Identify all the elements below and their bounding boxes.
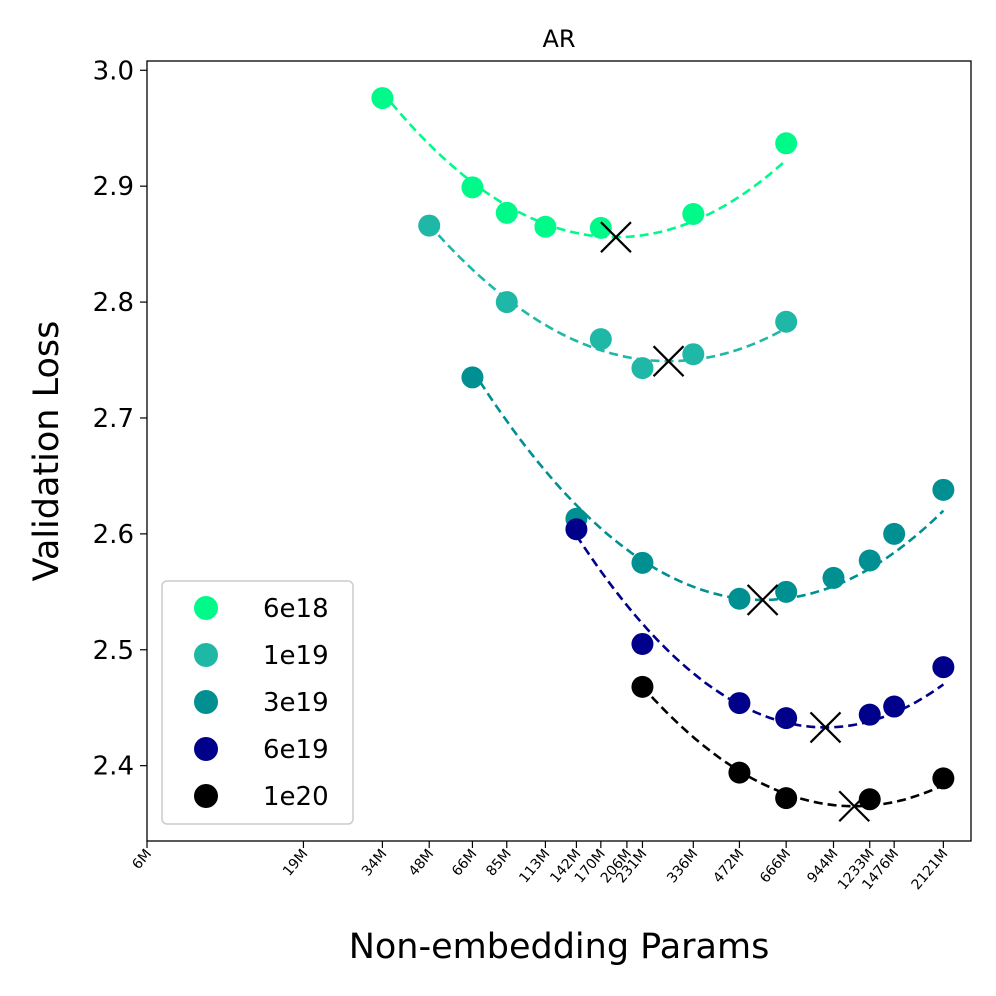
optimum-marker-3e19: [746, 584, 779, 616]
data-point-1e20: [858, 788, 881, 811]
fit-line-6e18: [381, 91, 788, 239]
data-point-1e19: [775, 310, 798, 333]
data-point-1e19: [418, 214, 441, 237]
optimum-marker-stroke: [746, 584, 779, 616]
data-point-3e19: [822, 566, 845, 589]
data-point-1e19: [495, 291, 518, 314]
data-point-1e20: [932, 767, 955, 790]
data-point-6e19: [631, 632, 654, 655]
fit-line-6e19: [575, 534, 945, 729]
data-point-6e19: [883, 695, 906, 718]
data-point-3e19: [858, 549, 881, 572]
data-point-6e18: [589, 216, 612, 239]
data-point-6e18: [775, 132, 798, 155]
y-tick-label: 2.6: [93, 520, 134, 550]
data-point-6e19: [858, 703, 881, 726]
fit-line-1e19: [428, 223, 787, 363]
legend-label: 6e18: [263, 594, 329, 624]
legend-box: [161, 580, 354, 825]
legend-marker-1e19: [194, 643, 218, 667]
data-point-6e18: [682, 202, 705, 225]
data-point-1e19: [631, 357, 654, 380]
y-tick-label: 2.9: [93, 172, 134, 202]
plot-frame: [146, 60, 972, 842]
optimum-marker-6e18: [600, 221, 632, 253]
legend: 6e18 1e19 3e19 6e19 1e20: [161, 580, 354, 825]
y-tick-label: 2.7: [93, 404, 134, 434]
data-point-1e20: [631, 675, 654, 698]
data-point-6e19: [932, 656, 955, 679]
legend-marker-1e20: [194, 784, 218, 808]
data-point-6e19: [728, 692, 751, 715]
y-tick-label: 2.4: [93, 752, 134, 782]
optimum-marker-stroke: [838, 790, 871, 823]
optimum-marker-stroke: [809, 711, 842, 744]
data-point-6e18: [461, 176, 484, 199]
y-tick-label: 3.0: [93, 56, 134, 86]
data-point-3e19: [883, 522, 906, 545]
data-point-3e19: [461, 366, 484, 389]
data-point-6e18: [371, 87, 394, 110]
fit-line-3e19: [471, 369, 945, 602]
optimum-marker-6e19: [809, 711, 842, 744]
legend-label: 6e19: [263, 735, 329, 765]
legend-label: 1e19: [263, 641, 329, 671]
data-point-6e18: [495, 201, 518, 224]
legend-label: 3e19: [263, 688, 329, 718]
data-point-6e18: [534, 215, 557, 238]
legend-label: 1e20: [263, 782, 329, 812]
optimum-marker-1e20: [838, 790, 871, 823]
data-point-6e19: [565, 518, 588, 541]
data-point-1e20: [728, 761, 751, 784]
chart-title: AR: [542, 25, 575, 53]
data-point-1e19: [682, 343, 705, 366]
legend-marker-6e19: [194, 737, 218, 761]
data-point-3e19: [631, 551, 654, 574]
y-tick-label: 2.8: [93, 288, 134, 318]
optimum-marker-stroke: [600, 221, 632, 253]
y-tick-label: 2.5: [93, 636, 134, 666]
y-axis-label: Validation Loss: [27, 321, 67, 582]
data-point-3e19: [728, 587, 751, 610]
optimum-marker-stroke: [652, 345, 685, 377]
x-axis-label: Non-embedding Params: [349, 927, 770, 967]
legend-marker-6e18: [194, 596, 218, 620]
data-point-6e19: [775, 707, 798, 730]
data-point-1e19: [589, 328, 612, 351]
data-point-1e20: [775, 787, 798, 810]
data-point-3e19: [932, 478, 955, 501]
data-point-3e19: [775, 580, 798, 603]
legend-marker-3e19: [194, 690, 218, 714]
optimum-marker-1e19: [652, 345, 685, 377]
